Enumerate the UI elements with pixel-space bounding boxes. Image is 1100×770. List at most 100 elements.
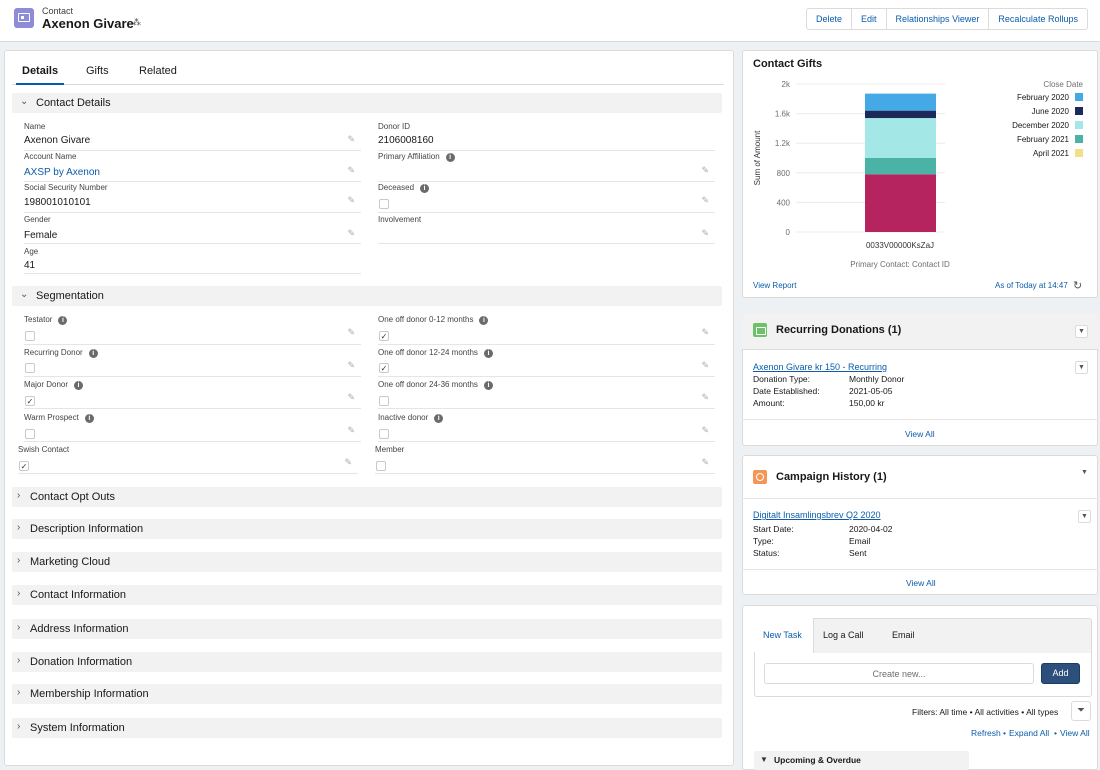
add-button[interactable]: Add [1041, 663, 1080, 684]
refresh-link[interactable]: Refresh [971, 728, 1001, 738]
relationships-viewer-button[interactable]: Relationships Viewer [885, 9, 989, 29]
section-address-information[interactable]: › Address Information [12, 619, 722, 639]
info-icon[interactable]: i [434, 414, 444, 423]
info-icon[interactable]: i [445, 153, 455, 162]
upcoming-overdue-section[interactable]: ▼ Upcoming & Overdue [754, 751, 969, 770]
one-off-0-12-checkbox[interactable]: ✓ [379, 331, 389, 341]
edit-pencil-icon[interactable]: ✎ [347, 392, 355, 402]
field-label: Recurring Donor i [24, 348, 98, 358]
section-membership-information[interactable]: › Membership Information [12, 684, 722, 704]
recurring-donor-checkbox[interactable] [25, 363, 35, 373]
hierarchy-icon[interactable]: ⁂ [132, 17, 141, 27]
recurring-donation-link[interactable]: Axenon Givare kr 150 - Recurring [753, 362, 888, 372]
legend-label: December 2020 [1012, 121, 1069, 130]
section-donation-information[interactable]: › Donation Information [12, 652, 722, 672]
edit-pencil-icon[interactable]: ✎ [347, 165, 355, 175]
section-contact-information[interactable]: › Contact Information [12, 585, 722, 605]
swish-contact-checkbox[interactable]: ✓ [19, 461, 29, 471]
edit-pencil-icon[interactable]: ✎ [701, 392, 709, 402]
row-menu-dropdown[interactable]: ▼ [1075, 361, 1088, 374]
info-icon[interactable]: i [74, 381, 84, 390]
edit-pencil-icon[interactable]: ✎ [701, 360, 709, 370]
deceased-checkbox[interactable] [379, 199, 389, 209]
edit-pencil-icon[interactable]: ✎ [701, 425, 709, 435]
view-all-link[interactable]: View All [1060, 728, 1090, 738]
info-icon[interactable]: i [58, 316, 68, 325]
edit-pencil-icon[interactable]: ✎ [347, 360, 355, 370]
major-donor-checkbox[interactable]: ✓ [25, 396, 35, 406]
chevron-right-icon: › [17, 622, 21, 633]
one-off-24-36-checkbox[interactable] [379, 396, 389, 406]
testator-checkbox[interactable] [25, 331, 35, 341]
section-system-information[interactable]: › System Information [12, 718, 722, 738]
card-menu-dropdown[interactable]: ▼ [1075, 325, 1088, 338]
edit-pencil-icon[interactable]: ✎ [347, 228, 355, 238]
tab-gifts[interactable]: Gifts [86, 65, 109, 77]
y-tick-label: 800 [777, 169, 791, 178]
section-description-information[interactable]: › Description Information [12, 519, 722, 539]
edit-pencil-icon[interactable]: ✎ [701, 457, 709, 467]
info-icon[interactable]: i [483, 381, 493, 390]
info-icon[interactable]: i [88, 349, 98, 358]
edit-pencil-icon[interactable]: ✎ [347, 425, 355, 435]
section-contact-opt-outs[interactable]: › Contact Opt Outs [12, 487, 722, 507]
tab-log-a-call[interactable]: Log a Call [823, 630, 864, 640]
refresh-icon[interactable]: ↻ [1073, 280, 1083, 292]
edit-pencil-icon[interactable]: ✎ [701, 165, 709, 175]
edit-button[interactable]: Edit [851, 9, 886, 29]
create-new-input[interactable]: Create new... [764, 663, 1034, 684]
legend-swatch [1075, 93, 1083, 101]
tab-new-task[interactable]: New Task [763, 630, 802, 640]
info-icon[interactable]: i [84, 414, 94, 423]
field-label: Testator i [24, 315, 68, 325]
delete-button[interactable]: Delete [816, 14, 843, 24]
tab-related[interactable]: Related [139, 65, 177, 77]
card-title[interactable]: Campaign History (1) [776, 471, 887, 483]
legend-label: February 2021 [1017, 135, 1070, 144]
view-all-link[interactable]: View All [906, 578, 936, 588]
field-label: Social Security Number [24, 183, 108, 192]
bar-segment[interactable] [865, 93, 936, 111]
account-link[interactable]: AXSP by Axenon [24, 167, 100, 178]
inactive-donor-checkbox[interactable] [379, 429, 389, 439]
y-tick-label: 0 [786, 228, 791, 237]
edit-pencil-icon[interactable]: ✎ [347, 195, 355, 205]
view-all-link[interactable]: View All [905, 429, 935, 439]
warm-prospect-checkbox[interactable] [25, 429, 35, 439]
filter-icon[interactable]: ⏷ [1071, 701, 1091, 721]
tab-email[interactable]: Email [892, 630, 915, 640]
x-axis-label: Primary Contact: Contact ID [850, 260, 950, 269]
edit-pencil-icon[interactable]: ✎ [347, 327, 355, 337]
section-contact-details[interactable]: ⌄ Contact Details [12, 93, 722, 113]
info-icon[interactable]: i [479, 316, 489, 325]
field-value: 2106008160 [378, 135, 434, 146]
edit-pencil-icon[interactable]: ✎ [701, 228, 709, 238]
tab-details[interactable]: Details [15, 65, 65, 85]
edit-pencil-icon[interactable]: ✎ [701, 195, 709, 205]
contact-icon [14, 8, 34, 28]
as-of-timestamp: As of Today at 14:47 [995, 281, 1068, 290]
section-marketing-cloud[interactable]: › Marketing Cloud [12, 552, 722, 572]
edit-pencil-icon[interactable]: ✎ [347, 134, 355, 144]
info-icon[interactable]: i [483, 349, 493, 358]
view-report-link[interactable]: View Report [753, 281, 797, 290]
expand-all-link[interactable]: Expand All [1009, 728, 1050, 738]
bar-segment[interactable] [865, 158, 936, 175]
bar-segment[interactable] [865, 118, 936, 158]
card-menu-dropdown[interactable]: ▼ [1081, 469, 1088, 476]
member-checkbox[interactable] [376, 461, 386, 471]
chevron-right-icon: › [17, 721, 21, 732]
bar-segment[interactable] [865, 174, 936, 232]
bar-segment[interactable] [865, 110, 936, 119]
campaign-link[interactable]: Digitalt Insamlingsbrev Q2 2020 [753, 510, 881, 520]
edit-pencil-icon[interactable]: ✎ [344, 457, 352, 467]
field-label: Primary Affiliation i [378, 152, 455, 162]
chevron-right-icon: › [17, 687, 21, 698]
one-off-12-24-checkbox[interactable]: ✓ [379, 363, 389, 373]
section-segmentation[interactable]: ⌄ Segmentation [12, 286, 722, 306]
info-icon[interactable]: i [420, 184, 430, 193]
recalculate-rollups-button[interactable]: Recalculate Rollups [988, 9, 1087, 29]
edit-pencil-icon[interactable]: ✎ [701, 327, 709, 337]
card-title[interactable]: Recurring Donations (1) [776, 324, 902, 336]
row-menu-dropdown[interactable]: ▼ [1078, 510, 1091, 523]
